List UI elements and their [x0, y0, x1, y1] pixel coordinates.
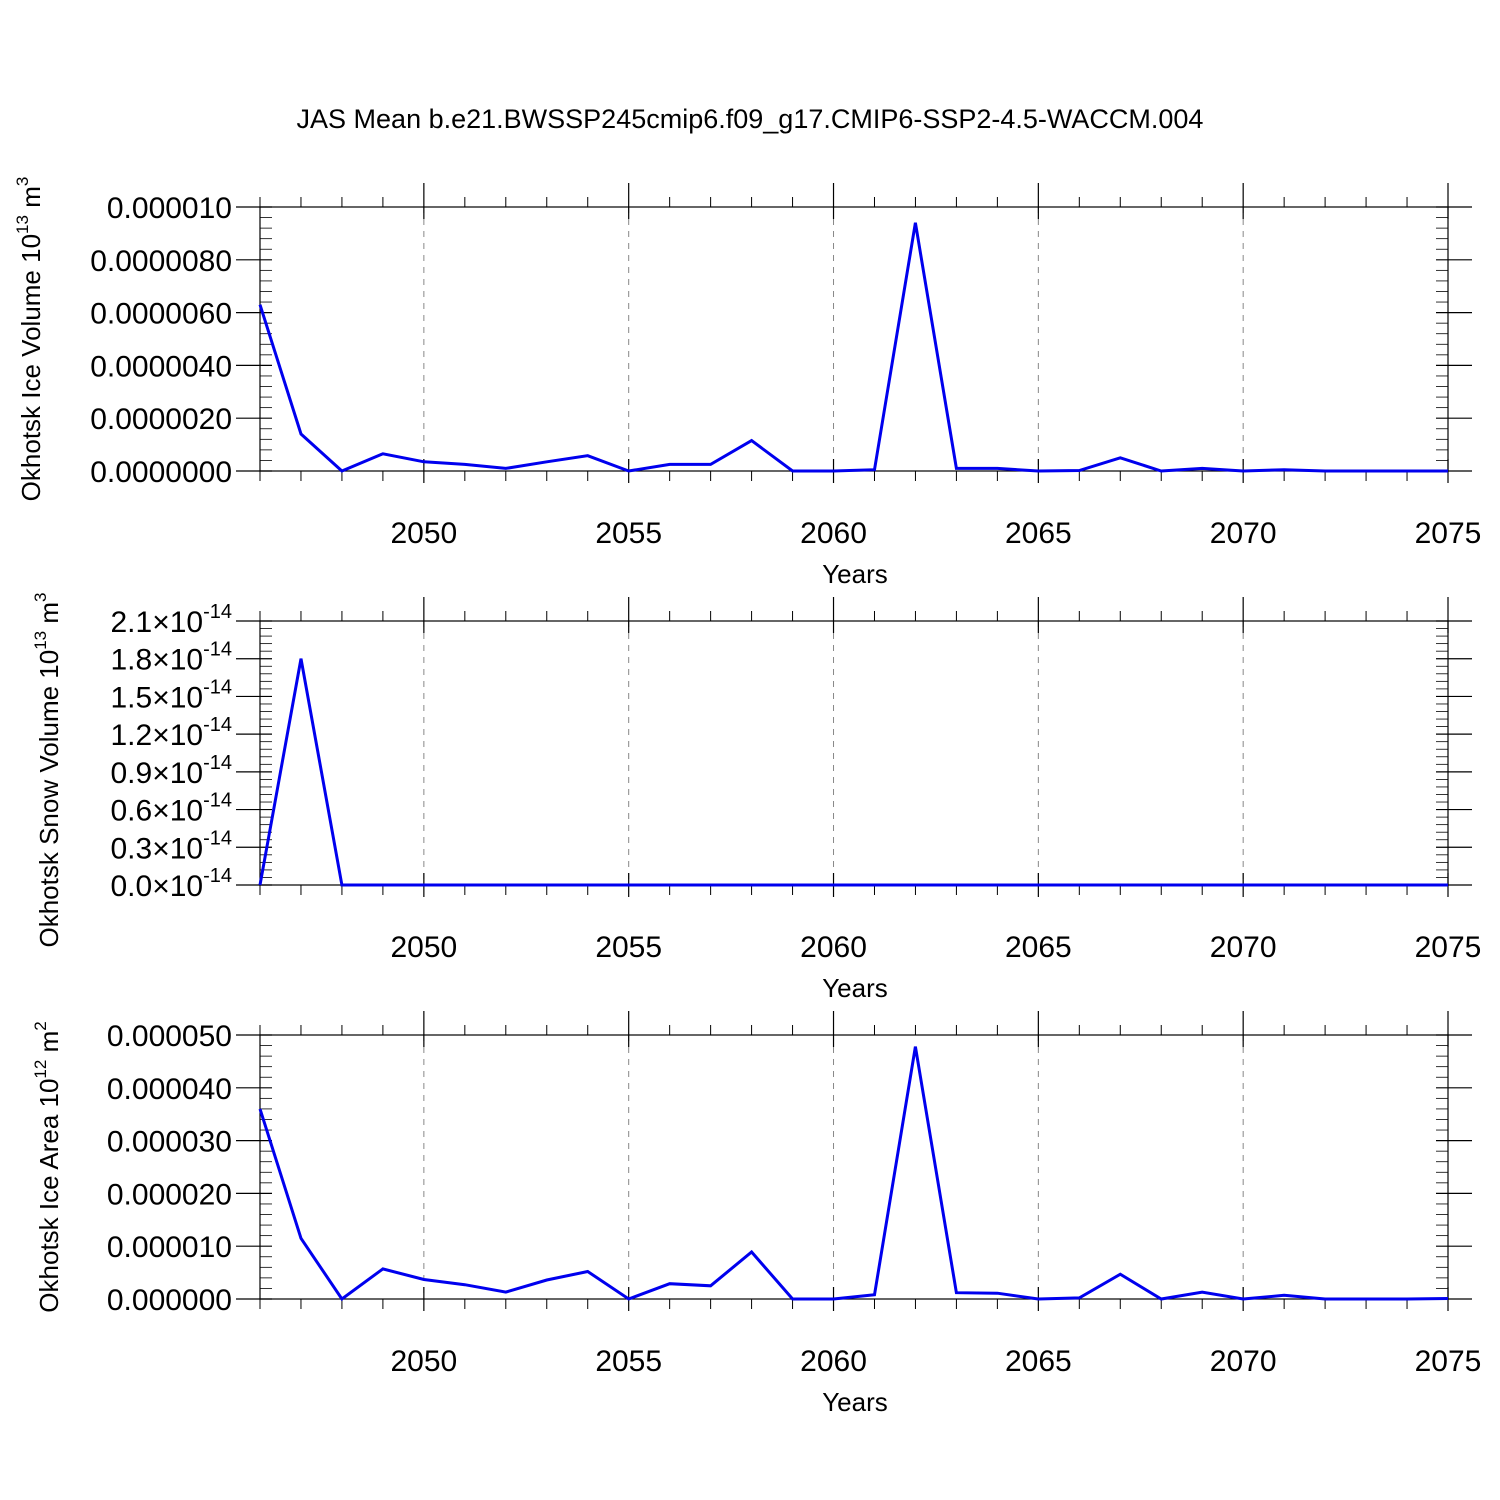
- y-tick-label: 1.5×10-14: [110, 676, 232, 714]
- y-tick-label: 0.0000020: [90, 403, 232, 436]
- y-tick-label: 0.000020: [107, 1178, 232, 1211]
- x-tick-label: 2055: [595, 1345, 662, 1378]
- x-tick-label: 2065: [1005, 1345, 1072, 1378]
- x-tick-label: 2055: [595, 517, 662, 550]
- x-tick-label: 2070: [1210, 1345, 1277, 1378]
- plot-frame: [259, 1034, 1449, 1300]
- y-tick-label: 1.2×10-14: [110, 714, 232, 752]
- x-axis-label: Years: [822, 559, 888, 589]
- y-tick-label: 0.3×10-14: [110, 827, 232, 865]
- x-axis-label: Years: [822, 1387, 888, 1417]
- plot-frame: [259, 206, 1449, 472]
- y-tick-label: 0.000050: [107, 1020, 232, 1053]
- y-tick-label: 0.0000060: [90, 298, 232, 331]
- x-tick-label: 2060: [800, 931, 867, 964]
- y-tick-label: 0.000010: [107, 1231, 232, 1264]
- y-axis-label: Okhotsk Ice Area 1012 m2: [31, 1021, 64, 1312]
- series-line: [258, 1046, 1449, 1302]
- y-axis-label: Okhotsk Snow Volume 1013 m3: [31, 593, 64, 948]
- x-tick-label: 2075: [1415, 1345, 1482, 1378]
- series-line: [258, 222, 1448, 473]
- x-tick-label: 2060: [800, 517, 867, 550]
- y-tick-label: 0.000030: [107, 1126, 232, 1159]
- y-tick-label: 0.0×10-14: [110, 865, 232, 903]
- x-tick-label: 2065: [1005, 517, 1072, 550]
- x-tick-label: 2050: [390, 517, 457, 550]
- x-tick-label: 2050: [390, 931, 457, 964]
- x-tick-label: 2075: [1415, 931, 1482, 964]
- y-tick-label: 0.0000040: [90, 350, 232, 383]
- chart-title: JAS Mean b.e21.BWSSP245cmip6.f09_g17.CMI…: [296, 104, 1204, 134]
- y-tick-label: 0.000010: [107, 192, 232, 225]
- plot-frame: [259, 620, 1449, 886]
- x-axis-label: Years: [822, 973, 888, 1003]
- panel-ice-area: 0.000000 0.000010 0.000020 0.000030 0.000040…: [31, 1011, 1481, 1417]
- y-tick-label: 0.000000: [107, 1284, 232, 1317]
- x-tick-label: 2065: [1005, 931, 1072, 964]
- x-tick-label: 2070: [1210, 931, 1277, 964]
- series-line: [258, 658, 1448, 887]
- y-tick-label: 0.9×10-14: [110, 752, 232, 790]
- x-tick-label: 2070: [1210, 517, 1277, 550]
- y-tick-label: 0.6×10-14: [110, 790, 232, 828]
- panel-ice-volume: 0.0000000 0.0000020 0.0000040 0.0000060 0.00…: [13, 177, 1481, 589]
- x-tick-label: 2055: [595, 931, 662, 964]
- y-axis-label: Okhotsk Ice Volume 1013 m3: [13, 177, 46, 502]
- y-tick-label: 2.1×10-14: [110, 601, 232, 639]
- y-tick-label: 0.000040: [107, 1073, 232, 1106]
- x-tick-label: 2075: [1415, 517, 1482, 550]
- y-tick-label: 0.0000080: [90, 245, 232, 278]
- y-tick-label: 1.8×10-14: [110, 639, 232, 677]
- panel-snow-volume: 0.0×10-140.3×10-140.6×10-140.9×10-141.2×…: [31, 593, 1481, 1004]
- y-tick-label: 0.0000000: [90, 456, 232, 489]
- x-tick-label: 2050: [390, 1345, 457, 1378]
- x-tick-label: 2060: [800, 1345, 867, 1378]
